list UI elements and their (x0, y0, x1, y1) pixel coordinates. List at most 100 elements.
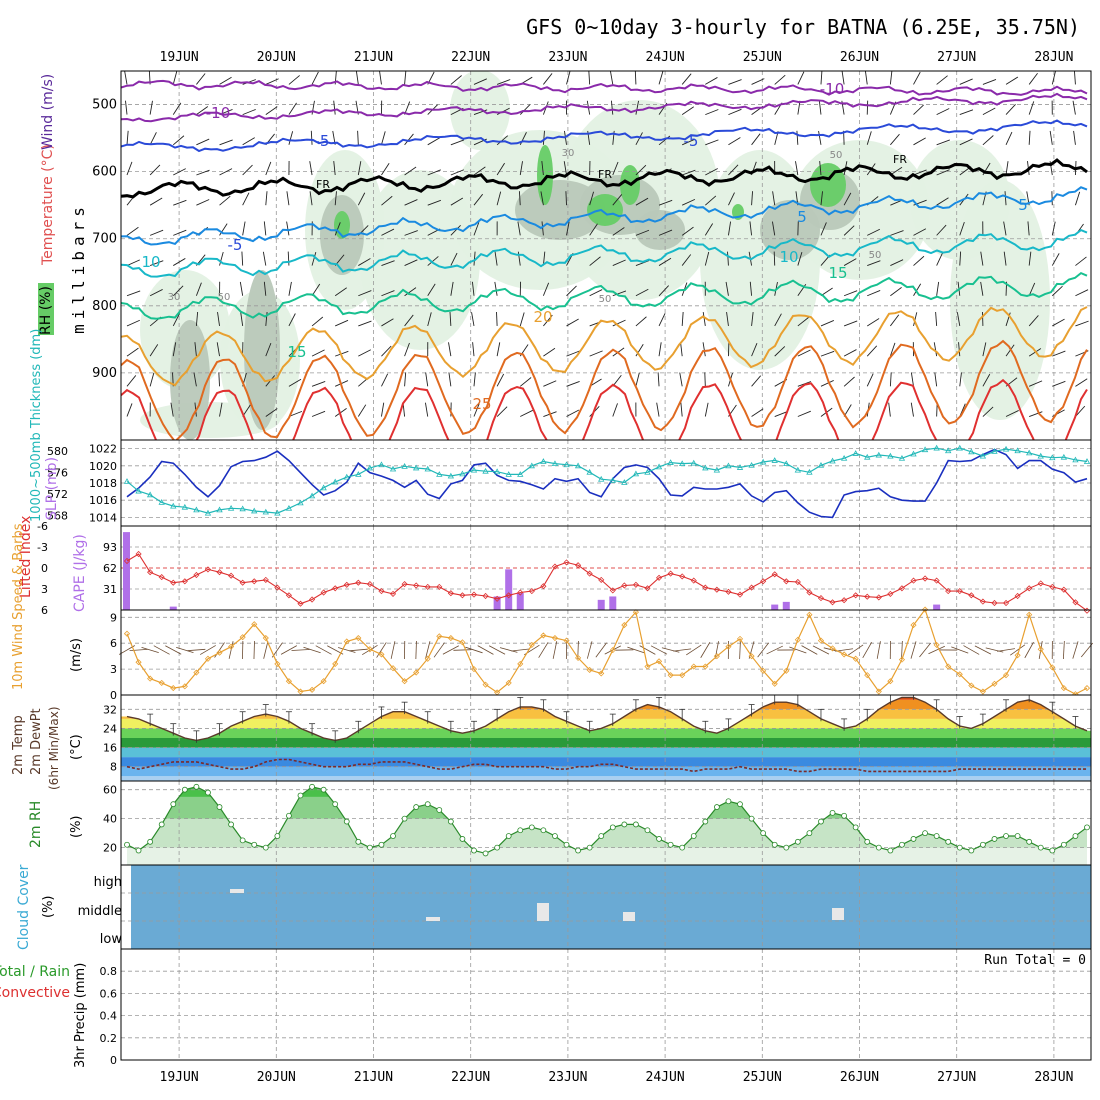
wind-barb (749, 281, 753, 296)
temperature-contour-label: 20 (533, 308, 552, 326)
thickness-marker (459, 470, 466, 477)
wind-barb (1051, 285, 1063, 297)
wind-barb (565, 191, 567, 206)
rh2m-marker (760, 830, 767, 837)
rh2m-marker (517, 827, 524, 834)
thickness-marker (239, 505, 246, 512)
wind-barb (913, 312, 918, 327)
lifted-index-marker (609, 587, 616, 594)
date-axis-bottom: 19JUN 20JUN 21JUN 22JUN 23JUN 24JUN 25JUN 26JUN… (160, 1070, 1074, 1085)
wind10m-barb (661, 647, 680, 653)
y-tick-label: 700 (92, 232, 117, 247)
wind-barb (519, 104, 531, 115)
thickness-marker (297, 499, 304, 506)
wind10m-marker (1083, 685, 1091, 692)
wind-barb (935, 311, 938, 326)
wind10m-marker (505, 679, 512, 686)
wind10m-marker (378, 651, 385, 658)
lifted-index-marker (540, 583, 547, 590)
thickness-marker (563, 461, 570, 468)
wind-barb (288, 75, 300, 85)
wind10m-barb (337, 647, 356, 653)
date-label-bottom: 23JUN (548, 1070, 587, 1085)
wind-barb (240, 312, 244, 327)
temperature-band (121, 728, 1091, 738)
wind-barb (566, 71, 571, 85)
wind10m-barb (425, 641, 431, 659)
wind-barb (288, 378, 302, 387)
rh2m-marker (390, 833, 396, 839)
wind-barb (450, 252, 458, 266)
rh2m-marker (158, 821, 165, 828)
wind-barb (286, 221, 290, 236)
lifted-index-marker (841, 597, 848, 604)
wind-barb (194, 342, 197, 357)
temperature-contour-label: 15 (828, 264, 847, 282)
thickness-marker (829, 457, 836, 464)
wind-barb (797, 410, 811, 417)
lifted-index-marker (193, 571, 200, 579)
temp2m-label: 2m Temp (11, 715, 26, 775)
temperature-contour-label: 10 (779, 248, 798, 266)
lifted-index-marker (320, 589, 327, 596)
cloud-bar (537, 903, 549, 921)
rh2m-marker (945, 838, 952, 845)
temperature-mask (121, 695, 1091, 741)
wind-barb (773, 251, 776, 266)
y-tick-label: 6 (41, 604, 48, 617)
wind-barb (866, 131, 872, 145)
wind-barb (265, 106, 278, 115)
wind10m-marker (875, 688, 882, 695)
wind-barb (866, 373, 874, 387)
lifted-index-marker (748, 584, 755, 591)
rh2m-marker (482, 850, 489, 857)
thickness-marker (332, 478, 339, 485)
wind-barb (357, 404, 367, 417)
wind10m-marker (1060, 685, 1067, 692)
wind-barb (589, 191, 595, 206)
temperature-contour-label: 5 (1018, 196, 1028, 214)
thickness-marker (181, 503, 189, 510)
lifted-index-marker (621, 582, 628, 589)
wind10m-barb (577, 640, 579, 660)
wind10m-marker (320, 678, 327, 685)
wind10m-speed-line (126, 608, 1088, 695)
wind-barb (681, 311, 684, 326)
wind-barb (519, 312, 525, 327)
wind-barb (265, 161, 272, 176)
wind-barb (473, 78, 487, 85)
thickness-marker (887, 452, 894, 459)
wind10m-marker (841, 651, 848, 658)
wind10m-marker (551, 634, 559, 642)
wind-barb (656, 402, 660, 417)
wind-barb (242, 109, 256, 116)
thickness-marker (609, 476, 616, 483)
lifted-index-marker (575, 562, 582, 569)
wind-barb (680, 402, 683, 417)
wind10m-marker (401, 678, 408, 685)
wind-barb (311, 349, 325, 357)
wind-barb (728, 164, 739, 176)
wind-barb (427, 312, 432, 327)
wind10m-marker (783, 667, 790, 674)
lifted-index-marker (494, 595, 501, 602)
wind10m-marker (528, 641, 535, 649)
wind-barb (381, 290, 395, 297)
lifted-index-marker (806, 589, 813, 596)
wind-barb (982, 135, 994, 146)
rh2m-marker (355, 838, 362, 845)
wind-barb (890, 230, 904, 236)
wind-barb (658, 313, 666, 327)
wind-barb (1005, 76, 1019, 85)
temp2m-panel: 8 16 24 32 2m Temp 2m DewPt (6hr Min/Max) (… (11, 694, 1092, 790)
wind-barb (612, 161, 619, 176)
wind-barb (404, 287, 417, 297)
rh2m-marker (1084, 824, 1090, 831)
wind-barb (936, 252, 943, 266)
wind-barb (728, 108, 742, 116)
rh2m-marker (956, 844, 963, 851)
wind-barb (728, 79, 742, 85)
wind-barb (172, 135, 185, 146)
wind-barb (286, 191, 290, 206)
wind-barb (216, 342, 220, 357)
